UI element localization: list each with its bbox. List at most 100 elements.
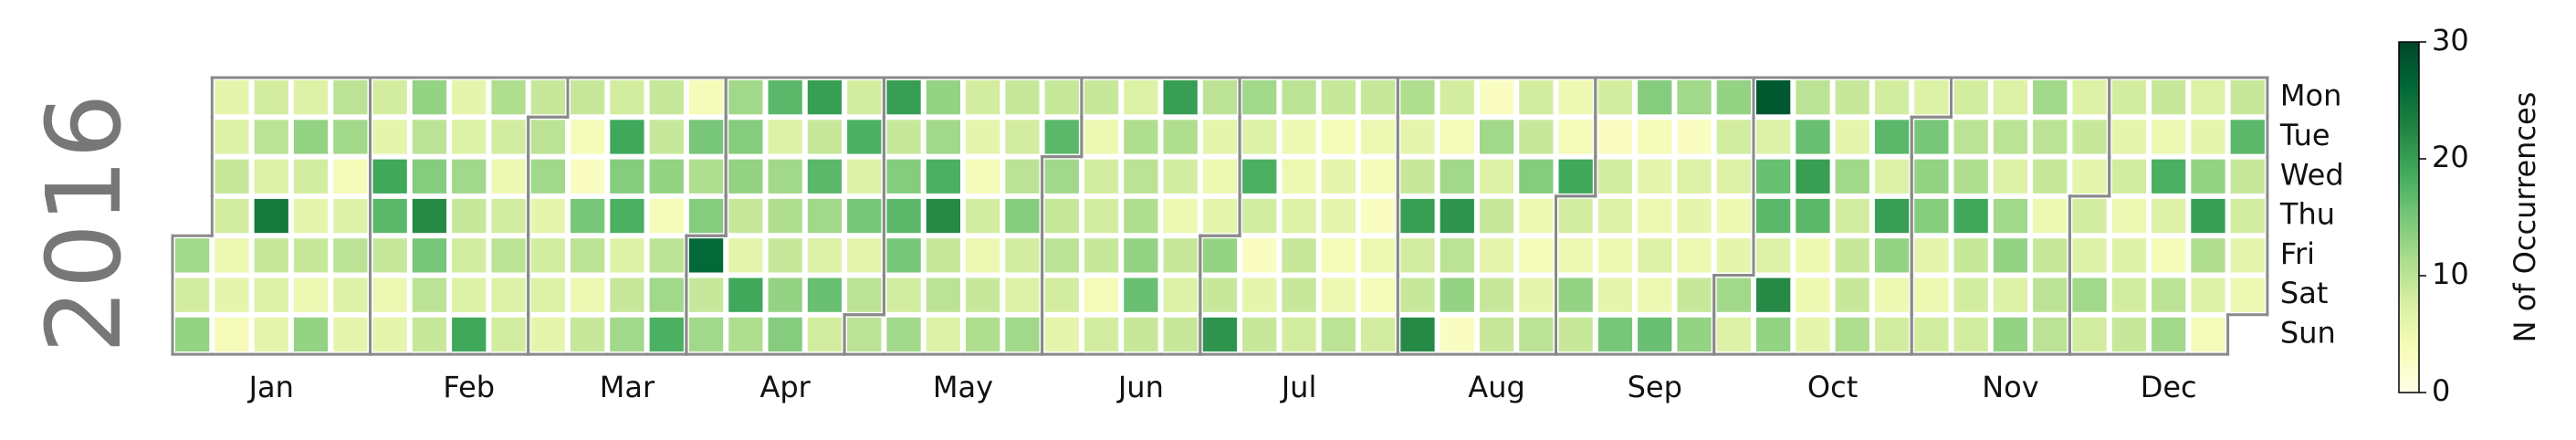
day-cell	[1440, 238, 1474, 273]
day-cell	[1677, 80, 1712, 115]
day-cell	[530, 120, 565, 154]
day-cell	[1993, 159, 2028, 194]
day-cell	[293, 80, 329, 115]
day-cell	[491, 80, 526, 115]
day-cell	[491, 198, 526, 234]
day-cell	[649, 198, 684, 234]
day-cell	[1282, 317, 1316, 352]
day-cell	[1677, 198, 1712, 234]
day-cell	[1796, 317, 1830, 352]
day-cell	[1361, 317, 1396, 352]
day-cell	[293, 159, 329, 194]
day-cell	[649, 317, 684, 352]
day-cell	[1400, 80, 1435, 115]
day-cell	[1677, 278, 1712, 312]
day-cell	[768, 317, 802, 352]
day-cell	[530, 278, 565, 312]
day-cell	[571, 80, 605, 115]
day-cell	[1953, 278, 1988, 312]
day-cell	[886, 120, 921, 154]
day-cell	[768, 198, 802, 234]
day-cell	[966, 317, 1000, 352]
day-cell	[2230, 80, 2265, 115]
day-cell	[847, 159, 882, 194]
day-cell	[2230, 120, 2265, 154]
day-cell	[333, 238, 368, 273]
month-label: Nov	[1982, 370, 2038, 404]
day-cell	[807, 278, 843, 312]
day-cell	[807, 120, 843, 154]
day-cell	[2111, 317, 2146, 352]
day-cell	[2191, 120, 2225, 154]
day-cell	[1321, 159, 1356, 194]
day-cell	[1597, 198, 1633, 234]
day-cell	[1202, 80, 1238, 115]
day-cell	[1282, 80, 1316, 115]
day-cell	[372, 80, 407, 115]
day-cell	[1993, 317, 2028, 352]
day-cell	[2033, 198, 2068, 234]
year-label: 2016	[26, 93, 144, 353]
day-cell	[1361, 120, 1396, 154]
day-cell	[688, 120, 724, 154]
day-cell	[1835, 80, 1869, 115]
day-cell	[2230, 278, 2265, 312]
day-cell	[1044, 317, 1079, 352]
day-cell	[1163, 198, 1198, 234]
day-cell	[1597, 238, 1633, 273]
day-cell	[610, 317, 644, 352]
day-cell	[1914, 238, 1949, 273]
day-cell	[1519, 238, 1554, 273]
day-cell	[1400, 317, 1435, 352]
day-cell	[1242, 198, 1277, 234]
day-cell	[1953, 198, 1988, 234]
day-cell	[1361, 278, 1396, 312]
day-cell	[1874, 198, 1910, 234]
day-cell	[768, 238, 802, 273]
day-cell	[1558, 317, 1593, 352]
day-cell	[1202, 278, 1238, 312]
day-cell	[1874, 278, 1910, 312]
day-cell	[1558, 198, 1593, 234]
weekday-label: Sun	[2280, 315, 2336, 350]
day-cell	[412, 198, 447, 234]
day-cell	[1202, 238, 1238, 273]
day-cell	[1044, 238, 1079, 273]
day-cell	[926, 80, 960, 115]
day-cell	[1914, 80, 1949, 115]
day-cell	[847, 198, 882, 234]
day-cell	[1084, 317, 1119, 352]
day-cell	[1835, 317, 1869, 352]
weekday-label: Thu	[2279, 197, 2335, 232]
day-cell	[1796, 198, 1830, 234]
day-cell	[372, 317, 407, 352]
day-cell	[1597, 278, 1633, 312]
day-cell	[333, 80, 368, 115]
day-cell	[1874, 238, 1910, 273]
day-cell	[1361, 159, 1396, 194]
day-cell	[1242, 80, 1277, 115]
day-cell	[1163, 80, 1198, 115]
day-cell	[1835, 238, 1869, 273]
day-cell	[452, 278, 487, 312]
day-cell	[1519, 317, 1554, 352]
day-cell	[807, 238, 843, 273]
day-cell	[571, 238, 605, 273]
day-cell	[530, 238, 565, 273]
day-cell	[2111, 198, 2146, 234]
day-cell	[1084, 80, 1119, 115]
day-cell	[2033, 120, 2068, 154]
day-cell	[807, 159, 843, 194]
day-cell	[926, 278, 960, 312]
day-cell	[649, 120, 684, 154]
day-cell	[1242, 278, 1277, 312]
day-cell	[1756, 120, 1791, 154]
day-cell	[1953, 159, 1988, 194]
month-label: Jan	[247, 370, 294, 404]
day-cell	[372, 238, 407, 273]
day-cell	[1558, 120, 1593, 154]
day-cell	[254, 159, 288, 194]
day-cell	[1440, 198, 1474, 234]
day-cell	[2033, 278, 2068, 312]
day-cell	[2033, 80, 2068, 115]
